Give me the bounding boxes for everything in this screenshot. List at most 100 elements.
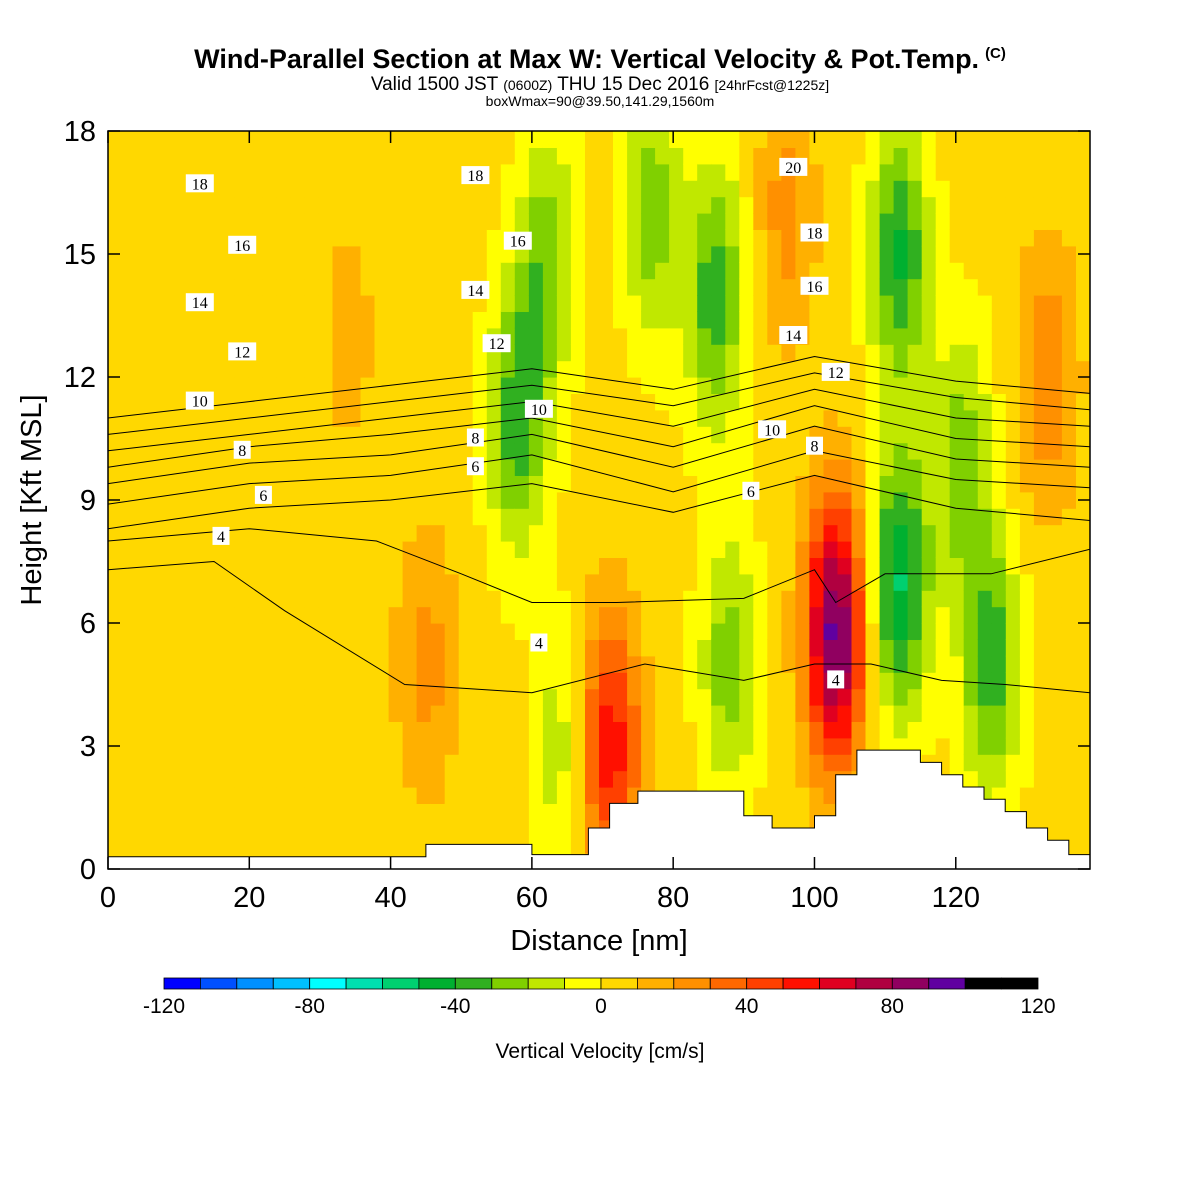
velocity-cell (879, 688, 895, 706)
velocity-cell (613, 196, 628, 214)
contour-label-box (800, 223, 829, 242)
velocity-cell (234, 557, 249, 575)
velocity-cell (711, 377, 726, 394)
velocity-cell (1033, 196, 1049, 214)
velocity-cell (122, 393, 137, 411)
velocity-cell (935, 688, 951, 706)
velocity-cell (206, 541, 221, 558)
velocity-cell (178, 360, 193, 378)
velocity-cell (753, 393, 768, 411)
velocity-cell (108, 327, 123, 345)
velocity-cell (823, 459, 839, 476)
velocity-cell (136, 147, 151, 165)
velocity-cell (1033, 278, 1049, 296)
velocity-cell (809, 245, 824, 263)
velocity-cell (739, 688, 754, 706)
velocity-cell (374, 803, 390, 821)
velocity-cell (486, 442, 502, 460)
velocity-cell (1005, 409, 1021, 427)
velocity-cell (136, 409, 151, 427)
velocity-cell (234, 508, 249, 526)
velocity-cell (893, 213, 909, 230)
velocity-cell (613, 245, 628, 263)
velocity-cell (276, 623, 291, 640)
velocity-cell (248, 770, 263, 788)
velocity-cell (304, 573, 319, 591)
velocity-cell (514, 737, 530, 755)
velocity-cell (865, 278, 881, 296)
velocity-cell (851, 245, 867, 263)
velocity-cell (458, 639, 474, 657)
velocity-cell (697, 688, 712, 706)
velocity-cell (528, 672, 544, 690)
velocity-cell (500, 524, 516, 542)
velocity-cell (683, 196, 698, 214)
velocity-cell (753, 787, 768, 804)
velocity-cell (669, 770, 684, 788)
velocity-cell (809, 737, 824, 755)
velocity-cell (683, 524, 698, 542)
velocity-cell (402, 836, 418, 854)
velocity-cell (1061, 327, 1077, 345)
velocity-cell (108, 163, 123, 181)
velocity-cell (136, 163, 151, 181)
velocity-cell (430, 147, 446, 165)
velocity-cell (963, 721, 979, 739)
velocity-cell (697, 557, 712, 575)
velocity-cell (570, 180, 586, 198)
velocity-cell (1047, 573, 1063, 591)
velocity-cell (248, 541, 263, 558)
velocity-cell (332, 688, 348, 706)
velocity-cell (206, 245, 221, 263)
velocity-cell (388, 344, 404, 362)
velocity-cell (458, 360, 474, 378)
velocity-cell (697, 623, 712, 640)
velocity-cell (1061, 360, 1077, 378)
velocity-cell (108, 344, 123, 362)
velocity-cell (599, 639, 614, 657)
velocity-cell (556, 655, 572, 673)
velocity-cell (164, 541, 179, 558)
velocity-cell (570, 393, 586, 411)
velocity-cell (879, 623, 895, 640)
velocity-cell (599, 590, 614, 608)
velocity-cell (374, 590, 390, 608)
velocity-cell (935, 475, 951, 493)
velocity-cell (893, 180, 909, 198)
velocity-cell (1061, 491, 1077, 509)
velocity-cell (641, 163, 656, 181)
velocity-cell (669, 295, 684, 312)
velocity-cell (178, 524, 193, 542)
velocity-cell (991, 672, 1007, 690)
velocity-cell (1047, 180, 1063, 198)
velocity-cell (935, 705, 951, 722)
velocity-cell (949, 655, 965, 673)
velocity-cell (276, 672, 291, 690)
velocity-cell (570, 721, 586, 739)
velocity-cell (150, 721, 165, 739)
velocity-cell (556, 459, 572, 476)
velocity-cell (514, 377, 530, 394)
velocity-cell (1033, 459, 1049, 476)
velocity-cell (164, 213, 179, 230)
colorbar-swatch (819, 977, 857, 990)
velocity-cell (767, 147, 782, 165)
velocity-cell (206, 770, 221, 788)
velocity-cell (136, 213, 151, 230)
velocity-cell (122, 672, 137, 690)
velocity-cell (1019, 196, 1035, 214)
velocity-cell (220, 131, 235, 148)
velocity-cell (921, 262, 937, 280)
velocity-cell (388, 819, 404, 837)
velocity-cell (795, 590, 810, 608)
velocity-cell (753, 623, 768, 640)
velocity-cell (1061, 557, 1077, 575)
colorbar-swatch (782, 977, 820, 990)
velocity-cell (977, 705, 993, 722)
velocity-cell (921, 508, 937, 526)
velocity-cell (907, 229, 923, 247)
velocity-cell (360, 393, 376, 411)
velocity-cell (767, 245, 782, 263)
velocity-cell (1047, 295, 1063, 312)
velocity-cell (963, 639, 979, 657)
